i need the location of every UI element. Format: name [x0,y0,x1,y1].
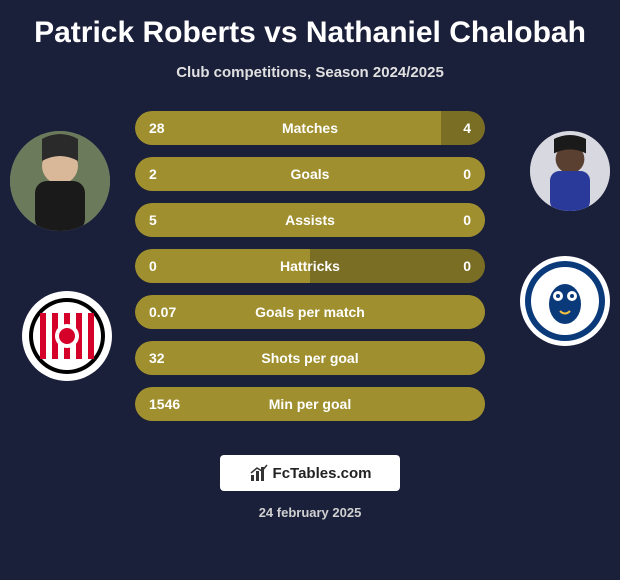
stat-row: 50Assists [135,203,485,237]
player1-avatar [10,131,110,231]
subtitle: Club competitions, Season 2024/2025 [0,64,620,81]
chart-icon [249,463,269,483]
stat-row: 20Goals [135,157,485,191]
stat-label: Shots per goal [135,350,485,366]
stat-rows: 284Matches 20Goals 50Assists 00Hattricks 0.0… [135,111,485,421]
stats-area: 284Matches 20Goals 50Assists 00Hattricks 0.0… [0,111,620,441]
site-logo[interactable]: FcTables.com [220,455,400,491]
comparison-card: Patrick Roberts vs Nathaniel Chalobah Cl… [0,0,620,580]
page-title: Patrick Roberts vs Nathaniel Chalobah [0,16,620,50]
stat-label: Hattricks [135,258,485,274]
stat-row: 00Hattricks [135,249,485,283]
player2-club-crest [520,256,610,346]
date-label: 24 february 2025 [0,505,620,520]
stat-label: Goals [135,166,485,182]
stat-row: 32Shots per goal [135,341,485,375]
stat-row: 1546Min per goal [135,387,485,421]
stat-label: Goals per match [135,304,485,320]
stat-row: 0.07Goals per match [135,295,485,329]
stat-row: 284Matches [135,111,485,145]
player2-avatar [530,131,610,211]
site-logo-text: FcTables.com [273,465,372,482]
stat-label: Min per goal [135,396,485,412]
stat-label: Assists [135,212,485,228]
stat-label: Matches [135,120,485,136]
player1-club-crest [22,291,112,381]
